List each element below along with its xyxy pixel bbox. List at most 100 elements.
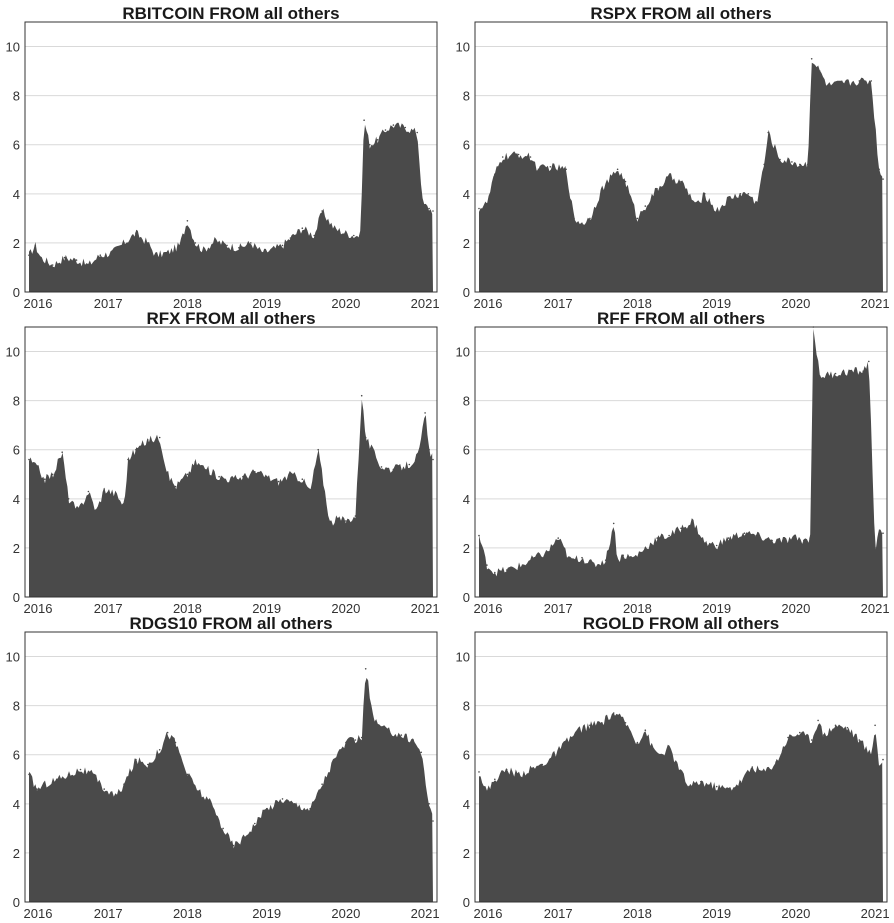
data-point <box>158 436 161 439</box>
data-point <box>238 247 240 249</box>
data-point <box>166 731 169 734</box>
data-point <box>254 471 256 473</box>
data-point <box>174 485 177 488</box>
area-series <box>479 712 883 902</box>
y-tick-label: 8 <box>463 394 470 409</box>
data-point <box>878 532 880 534</box>
data-point <box>412 739 415 741</box>
panel-title: RFX FROM all others <box>146 309 315 328</box>
data-point <box>416 131 419 134</box>
data-point <box>739 193 742 195</box>
data-point <box>868 360 870 363</box>
data-point <box>727 537 730 539</box>
x-tick-label: 2018 <box>623 906 652 921</box>
data-point <box>371 448 373 451</box>
x-tick-label: 2018 <box>173 601 202 616</box>
data-point <box>882 758 884 761</box>
data-point <box>404 126 407 129</box>
x-tick-label: 2020 <box>781 296 810 311</box>
data-point <box>363 119 365 121</box>
y-tick-label: 4 <box>463 797 470 812</box>
y-tick-label: 0 <box>463 895 470 910</box>
data-point <box>505 768 508 771</box>
data-point <box>656 537 658 539</box>
data-point <box>194 242 197 244</box>
data-point <box>420 751 423 754</box>
data-point <box>478 534 480 537</box>
data-point <box>834 372 837 375</box>
data-point <box>557 537 559 539</box>
data-point <box>99 254 102 256</box>
data-point <box>810 58 813 60</box>
data-point <box>384 129 387 131</box>
data-point <box>345 741 347 744</box>
data-point <box>359 234 361 237</box>
data-point <box>573 217 575 220</box>
x-tick-label: 2020 <box>331 296 360 311</box>
y-tick-label: 2 <box>463 846 470 861</box>
data-point <box>364 668 367 670</box>
x-tick-label: 2016 <box>24 296 53 311</box>
data-point <box>75 259 78 261</box>
data-point <box>313 234 316 237</box>
data-point <box>360 736 363 739</box>
data-point <box>368 143 371 146</box>
data-point <box>261 251 264 254</box>
data-point <box>668 175 670 178</box>
data-point <box>858 739 861 741</box>
data-point <box>36 788 38 790</box>
data-point <box>277 480 280 483</box>
x-tick-label: 2016 <box>474 601 503 616</box>
data-point <box>44 783 46 785</box>
data-point <box>688 785 690 788</box>
data-point <box>818 375 821 377</box>
x-tick-label: 2017 <box>544 601 573 616</box>
x-tick-label: 2018 <box>623 601 652 616</box>
data-point <box>329 522 331 525</box>
y-tick-label: 8 <box>13 699 20 714</box>
data-point <box>345 232 347 234</box>
data-point <box>486 202 488 205</box>
y-tick-label: 10 <box>456 40 470 55</box>
y-tick-label: 2 <box>13 236 20 251</box>
panel-frame <box>474 326 888 598</box>
data-point <box>321 210 323 212</box>
data-point <box>392 124 395 126</box>
x-tick-label: 2019 <box>702 906 731 921</box>
data-point <box>727 788 730 790</box>
data-point <box>51 264 54 266</box>
data-point <box>135 232 137 234</box>
data-point <box>660 753 662 756</box>
data-point <box>656 188 658 190</box>
y-tick-label: 2 <box>463 541 470 556</box>
data-point <box>354 739 357 741</box>
data-point <box>67 498 70 500</box>
y-tick-label: 6 <box>463 138 470 153</box>
y-tick-label: 8 <box>13 394 20 409</box>
x-tick-label: 2017 <box>544 906 573 921</box>
data-point <box>612 522 615 525</box>
data-point <box>372 719 375 722</box>
data-point <box>680 527 682 530</box>
data-point <box>376 139 379 141</box>
data-point <box>418 453 420 456</box>
data-point <box>63 256 66 259</box>
area-series <box>29 677 433 902</box>
data-point <box>51 473 54 476</box>
data-point <box>834 724 837 727</box>
y-tick-label: 6 <box>13 138 20 153</box>
panel-3: 0 2 4 6 8 10 2016 2017 2018 2019 2020 2021 RFX FROM … <box>6 309 440 616</box>
data-point <box>428 207 430 210</box>
data-point <box>218 475 220 478</box>
data-point <box>565 168 567 171</box>
data-point <box>858 80 861 82</box>
data-point <box>644 547 647 549</box>
data-point <box>333 758 335 761</box>
data-point <box>154 254 157 256</box>
data-point <box>565 741 567 744</box>
data-point <box>127 458 129 461</box>
data-point <box>616 168 619 171</box>
data-point <box>700 780 702 783</box>
data-point <box>230 478 232 481</box>
